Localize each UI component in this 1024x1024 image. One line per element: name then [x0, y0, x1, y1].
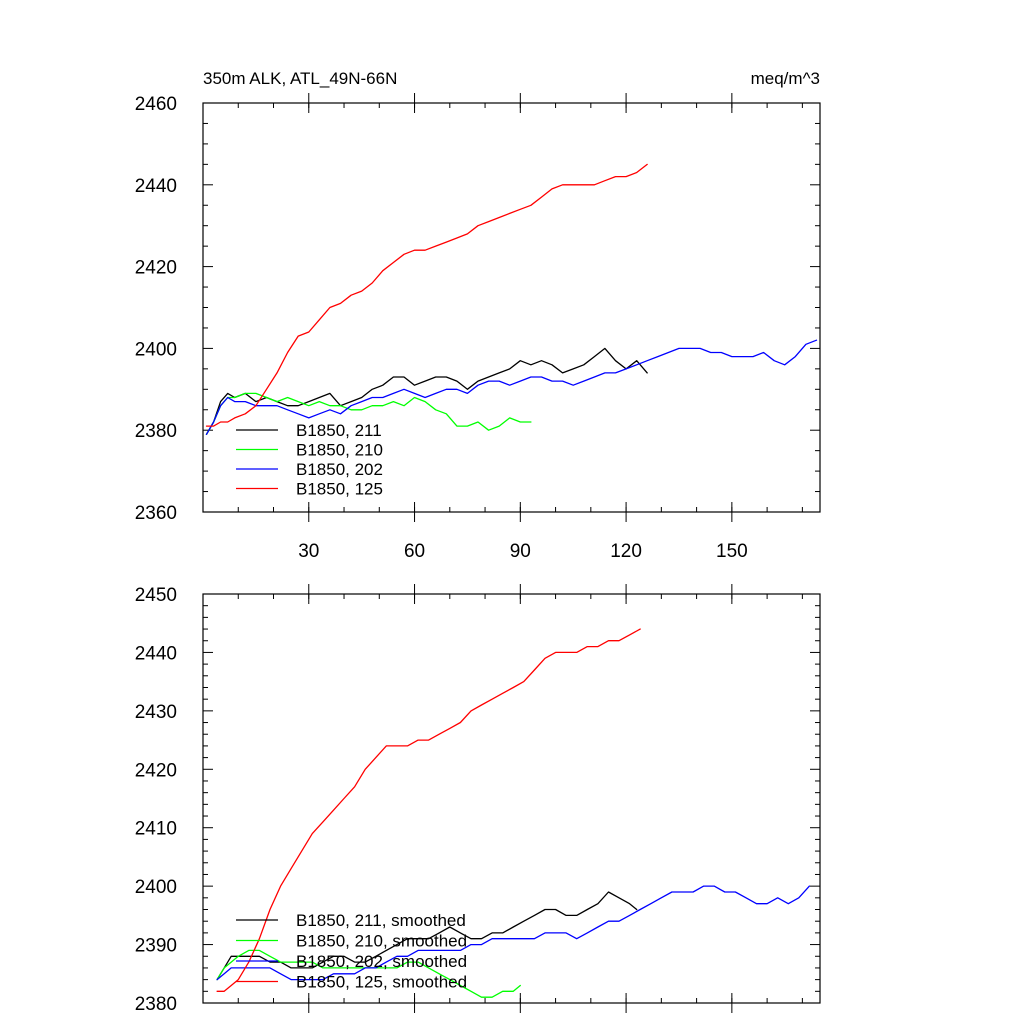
top-chart-title: 350m ALK, ATL_49N-66N [203, 69, 397, 88]
bottom-y-tick-label: 2380 [135, 994, 177, 1015]
bottom-series-line-2 [216, 885, 811, 981]
top-x-tick-label: 30 [298, 541, 319, 562]
top-y-tick-label: 2420 [135, 258, 177, 279]
bottom-y-tick-label: 2450 [135, 585, 177, 606]
bottom-legend-label-2: B1850, 202, smoothed [296, 952, 467, 971]
top-y-tick-label: 2380 [135, 421, 177, 442]
bottom-y-tick-label: 2430 [135, 702, 177, 723]
bottom-chart-legend: B1850, 211, smoothed B1850, 210, smoothed… [236, 911, 467, 992]
bottom-legend-label-3: B1850, 125, smoothed [296, 973, 467, 992]
top-legend-label-3: B1850, 125 [296, 480, 383, 499]
bottom-plot-frame [202, 593, 821, 1004]
bottom-chart-panel: 2380 2390 2400 2410 2420 2430 2440 2450 B1850, … [135, 584, 821, 1015]
top-series-line-1 [205, 392, 532, 435]
bottom-series-line-0 [216, 891, 638, 981]
top-series-line-3 [205, 163, 648, 427]
top-x-tick-label: 60 [404, 541, 425, 562]
bottom-y-tick-label: 2390 [135, 936, 177, 957]
top-chart-units: meq/m^3 [751, 69, 820, 88]
top-chart-panel: 350m ALK, ATL_49N-66N meq/m^3 30 60 90 120 1… [135, 69, 821, 562]
bottom-chart-series [216, 628, 811, 998]
bottom-series-line-3 [216, 628, 641, 992]
top-y-tick-label: 2360 [135, 503, 177, 524]
bottom-y-tick-label: 2400 [135, 877, 177, 898]
top-x-tick-label: 120 [610, 541, 642, 562]
top-series-line-2 [205, 339, 818, 435]
bottom-chart-axes: 2380 2390 2400 2410 2420 2430 2440 2450 [135, 584, 821, 1015]
top-x-tick-label: 150 [716, 541, 748, 562]
top-legend-label-2: B1850, 202 [296, 460, 383, 479]
top-y-tick-label: 2460 [135, 94, 177, 115]
top-series-line-0 [205, 347, 648, 435]
top-chart-series [205, 163, 818, 435]
top-x-tick-label: 90 [510, 541, 531, 562]
top-legend-label-1: B1850, 210 [296, 441, 383, 460]
top-y-tick-label: 2440 [135, 176, 177, 197]
bottom-y-tick-label: 2420 [135, 760, 177, 781]
bottom-legend-label-0: B1850, 211, smoothed [296, 911, 466, 930]
top-chart-axes: 30 60 90 120 150 2360 2380 2400 2420 2440 2460 [135, 93, 821, 562]
bottom-y-tick-label: 2410 [135, 819, 177, 840]
bottom-legend-label-1: B1850, 210, smoothed [296, 932, 467, 951]
bottom-y-tick-label: 2440 [135, 643, 177, 664]
top-legend-label-0: B1850, 211 [296, 421, 382, 440]
top-y-tick-label: 2400 [135, 339, 177, 360]
